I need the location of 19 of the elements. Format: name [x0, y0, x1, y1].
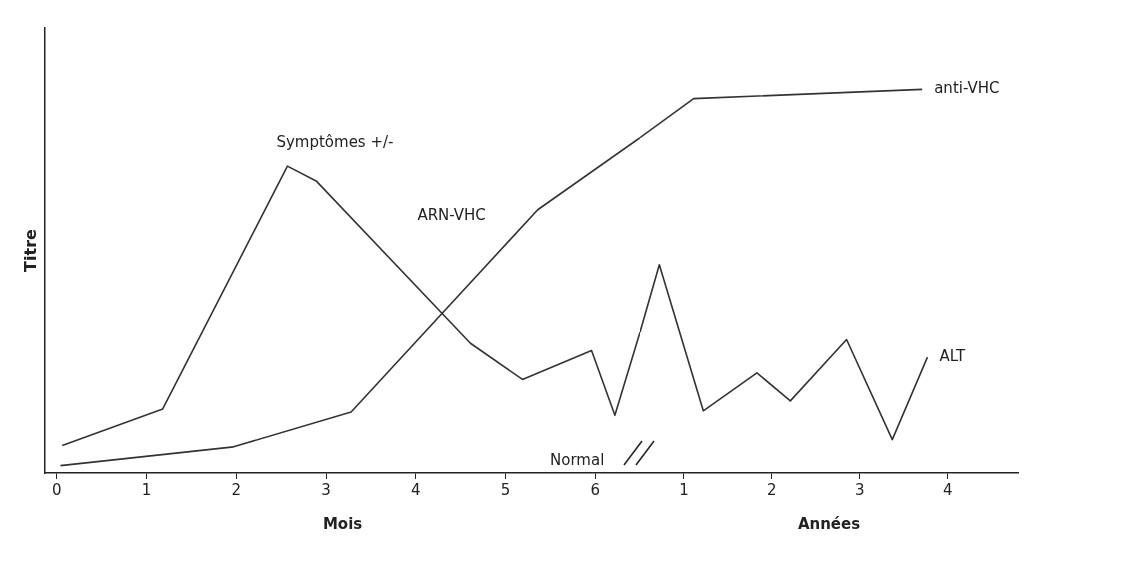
annotation: ARN-VHC	[417, 205, 486, 224]
x-tick-label: 5	[500, 480, 511, 499]
x-tick-label: 1	[679, 480, 689, 499]
series-label: ALT	[939, 347, 967, 366]
x-tick-label: 1	[141, 480, 152, 499]
x-tick-label: 4	[942, 480, 953, 499]
x-tick-label: 3	[854, 480, 865, 499]
annotation: Symptômes +/-	[276, 132, 394, 151]
annotation: Normal	[550, 451, 605, 470]
x-tick-label: 2	[767, 480, 777, 499]
x-tick-label: 2	[231, 480, 242, 499]
x-tick-label: 6	[590, 480, 600, 499]
x-tick-label: 3	[321, 480, 331, 499]
x-tick-label: 4	[410, 480, 421, 499]
x-axis-title: Années	[797, 514, 861, 533]
y-axis-title: Titre	[20, 228, 40, 272]
x-tick-label: 0	[52, 480, 62, 499]
series-label: anti-VHC	[934, 79, 1000, 98]
x-axis-title: Mois	[322, 514, 363, 533]
